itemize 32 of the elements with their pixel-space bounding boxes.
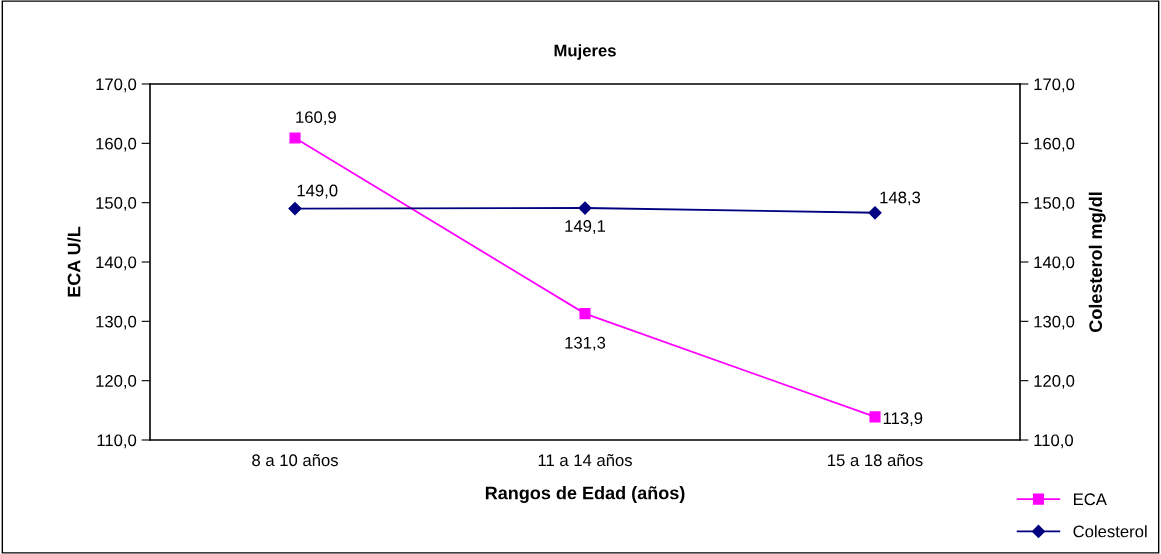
legend-label: Colesterol (1073, 525, 1147, 538)
chart-title: Mujeres (554, 44, 616, 60)
y-tick-label: 150,0 (96, 197, 137, 211)
y2-tick-label: 120,0 (1034, 375, 1075, 389)
x-tick-label: 8 a 10 años (252, 454, 338, 467)
point (869, 411, 881, 423)
x-axis-title: Rangos de Edad (años) (485, 486, 685, 503)
data-label: 131,3 (565, 336, 606, 351)
y2-axis-title: Colesterol mg/dl (1088, 192, 1106, 332)
y-tick-label: 110,0 (97, 434, 137, 449)
data-label: 149,1 (565, 220, 606, 234)
y2-tick-label: 150,0 (1034, 197, 1075, 211)
y-tick-label: 130,0 (96, 315, 137, 330)
point (289, 132, 301, 144)
y2-tick-label: 130,0 (1034, 315, 1075, 330)
y-axis-title: ECA U/L (67, 226, 81, 297)
y2-tick-label: 170,0 (1034, 78, 1075, 93)
y-tick-label: 140,0 (96, 256, 137, 271)
y-tick-label: 120,0 (96, 375, 137, 389)
legend-label: ECA (1074, 493, 1107, 506)
point (579, 308, 591, 320)
y2-tick-label: 140,0 (1034, 256, 1075, 271)
y-tick-label: 170,0 (96, 78, 137, 93)
data-label: 148,3 (880, 191, 921, 206)
data-label: 160,9 (296, 111, 336, 125)
y2-tick-label: 160,0 (1034, 137, 1075, 152)
x-tick-label: 15 a 18 años (828, 454, 923, 467)
data-label: 113,9 (883, 412, 923, 427)
x-tick-label: 11 a 14 años (538, 454, 632, 467)
y-tick-label: 160,0 (96, 137, 137, 152)
y2-tick-label: 110,0 (1034, 434, 1074, 449)
data-label: 149,0 (297, 184, 338, 199)
